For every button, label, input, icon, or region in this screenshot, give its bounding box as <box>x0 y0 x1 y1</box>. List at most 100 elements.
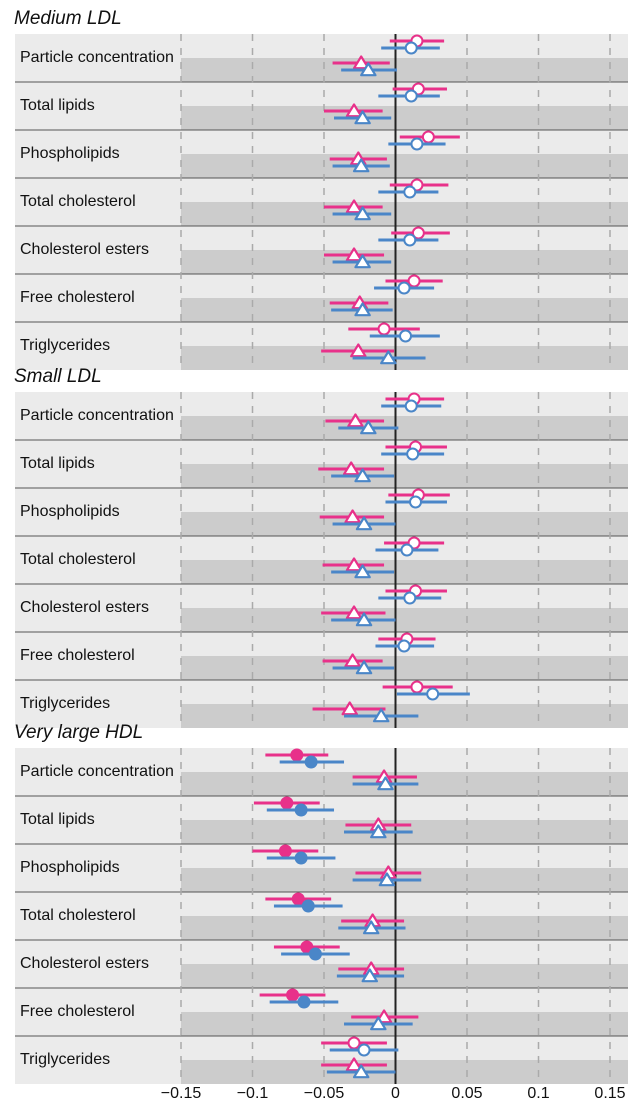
estimate-marker <box>345 103 363 118</box>
x-tick-label: 0 <box>391 1085 400 1102</box>
estimate-marker <box>361 968 379 983</box>
estimate-marker <box>355 612 373 627</box>
row-band <box>15 346 181 370</box>
row-band <box>181 964 628 988</box>
row-band <box>15 916 181 940</box>
estimate-marker <box>360 420 377 435</box>
row-band <box>15 796 628 820</box>
x-tick-label: −0.05 <box>304 1085 345 1102</box>
estimate-marker <box>354 110 371 125</box>
row-band <box>15 892 628 916</box>
row-band <box>15 154 181 178</box>
row-label: Triglycerides <box>20 1051 110 1068</box>
row-band <box>15 536 628 560</box>
row-band <box>15 772 181 796</box>
estimate-marker <box>352 1064 370 1079</box>
row-band <box>181 1060 628 1084</box>
row-band <box>181 464 628 488</box>
estimate-marker <box>297 995 311 1009</box>
estimate-marker <box>377 776 394 791</box>
row-band <box>15 988 628 1012</box>
row-band <box>15 560 181 584</box>
row-label: Total cholesterol <box>20 193 136 210</box>
x-tick-label: 0.15 <box>594 1085 625 1102</box>
row-band <box>181 608 628 632</box>
row-label: Triglycerides <box>20 695 110 712</box>
row-band <box>15 58 181 82</box>
x-tick-label: 0.1 <box>527 1085 549 1102</box>
estimate-marker <box>404 41 418 55</box>
estimate-marker <box>278 844 292 858</box>
row-band <box>15 844 628 868</box>
estimate-marker <box>397 281 411 295</box>
row-band <box>15 1036 628 1060</box>
estimate-marker <box>399 329 413 343</box>
row-label: Phospholipids <box>20 145 120 162</box>
estimate-marker <box>286 988 300 1002</box>
row-label: Total cholesterol <box>20 907 136 924</box>
row-band <box>181 512 628 536</box>
estimate-marker <box>372 708 390 723</box>
row-label: Cholesterol esters <box>20 955 149 972</box>
estimate-marker <box>280 796 294 810</box>
estimate-marker <box>406 447 420 461</box>
row-band <box>181 58 628 82</box>
estimate-marker <box>294 851 308 865</box>
estimate-marker <box>347 413 364 428</box>
row-band <box>15 584 628 608</box>
estimate-marker <box>377 322 391 336</box>
estimate-marker <box>347 1036 361 1050</box>
estimate-marker <box>404 399 418 413</box>
row-band <box>15 512 181 536</box>
row-label: Phospholipids <box>20 859 120 876</box>
estimate-marker <box>345 605 363 620</box>
row-band <box>181 106 628 130</box>
estimate-marker <box>344 509 361 524</box>
estimate-marker <box>370 1016 387 1031</box>
row-label: Free cholesterol <box>20 289 135 306</box>
row-band <box>15 178 628 202</box>
estimate-marker <box>426 687 440 701</box>
row-label: Particle concentration <box>20 49 174 66</box>
row-band <box>15 106 181 130</box>
row-label: Total lipids <box>20 455 95 472</box>
row-band <box>15 632 628 656</box>
row-band <box>15 226 628 250</box>
row-band <box>15 748 628 772</box>
estimate-marker <box>409 495 423 509</box>
estimate-marker <box>355 660 373 675</box>
estimate-marker <box>397 639 411 653</box>
estimate-marker <box>341 701 358 716</box>
estimate-marker <box>304 755 318 769</box>
row-band <box>15 440 628 464</box>
estimate-marker <box>291 892 305 906</box>
estimate-marker <box>345 247 363 262</box>
x-tick-label: −0.15 <box>161 1085 202 1102</box>
estimate-marker <box>354 564 371 579</box>
row-label: Total cholesterol <box>20 551 136 568</box>
estimate-marker <box>403 233 417 247</box>
estimate-marker <box>407 274 421 288</box>
estimate-marker <box>360 62 377 77</box>
row-band <box>15 202 181 226</box>
row-band <box>15 392 628 416</box>
row-band <box>15 34 628 58</box>
estimate-marker <box>352 55 370 70</box>
row-band <box>181 560 628 584</box>
estimate-marker <box>400 543 414 557</box>
row-band <box>15 964 181 988</box>
estimate-marker <box>403 185 417 199</box>
row-band <box>15 416 181 440</box>
estimate-marker <box>345 199 363 214</box>
estimate-marker <box>410 680 424 694</box>
row-label: Triglycerides <box>20 337 110 354</box>
row-band <box>15 322 628 346</box>
row-label: Particle concentration <box>20 763 174 780</box>
estimate-marker <box>342 461 360 476</box>
row-band <box>181 656 628 680</box>
estimate-marker <box>308 947 322 961</box>
row-band <box>15 656 181 680</box>
estimate-marker <box>403 591 417 605</box>
estimate-marker <box>370 824 387 839</box>
